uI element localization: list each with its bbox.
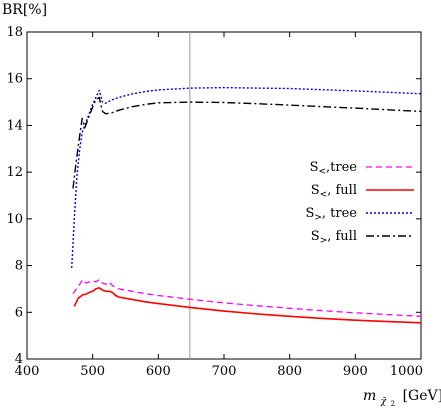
x-tick-label: 800 bbox=[277, 364, 302, 379]
plot-frame bbox=[26, 31, 422, 360]
legend-label-4: S>, full bbox=[311, 229, 357, 246]
y-tick-label: 18 bbox=[6, 25, 23, 40]
axis-ticks bbox=[26, 31, 422, 360]
legend-rest: , tree bbox=[322, 206, 357, 221]
series-line-4 bbox=[72, 96, 422, 189]
legend-label-3: S>, tree bbox=[305, 206, 357, 223]
legend-main: S bbox=[305, 206, 314, 221]
legend-label-2: S<, full bbox=[311, 183, 357, 200]
x-tick-label: 400 bbox=[15, 364, 40, 379]
axis-tick-labels: 400 500 600 700 800 900 1000 4 6 8 10 12 14 16 18 bbox=[6, 25, 423, 379]
x-tick-label: 600 bbox=[146, 364, 171, 379]
x-axis-title-subsub: 2 bbox=[391, 400, 395, 408]
x-tick-label: 700 bbox=[212, 364, 237, 379]
legend-label-1: S<,tree bbox=[310, 160, 358, 177]
y-tick-label: 16 bbox=[6, 72, 23, 87]
x-axis-title-main: m bbox=[363, 388, 376, 404]
series-lines bbox=[71, 86, 422, 324]
legend-sub: < bbox=[318, 167, 326, 177]
x-axis-title: m χ̃ 2 [GeV] bbox=[363, 388, 441, 409]
y-tick-label: 8 bbox=[15, 259, 23, 274]
y-tick-label: 14 bbox=[6, 118, 23, 133]
y-tick-label: 4 bbox=[15, 352, 23, 367]
series-line-1 bbox=[72, 278, 422, 317]
y-tick-label: 12 bbox=[6, 165, 23, 180]
x-tick-label: 900 bbox=[343, 364, 368, 379]
legend-rest: , full bbox=[327, 183, 357, 198]
legend-sub: > bbox=[320, 236, 328, 246]
y-tick-label: 6 bbox=[15, 305, 23, 320]
legend-sub: < bbox=[320, 190, 328, 200]
x-axis-title-unit: [GeV] bbox=[403, 388, 441, 404]
series-line-2 bbox=[73, 286, 422, 324]
legend-sub: > bbox=[314, 213, 322, 223]
legend-main: S bbox=[310, 160, 319, 175]
x-axis-title-sub: χ̃ bbox=[380, 396, 387, 407]
series-line-3 bbox=[71, 86, 422, 268]
x-tick-label: 500 bbox=[80, 364, 105, 379]
y-axis-title: BR[%] bbox=[2, 2, 47, 18]
legend-rest: ,tree bbox=[326, 160, 357, 175]
legend-main: S bbox=[311, 183, 320, 198]
legend-rest: , full bbox=[327, 229, 357, 244]
y-tick-label: 10 bbox=[6, 212, 23, 227]
legend-main: S bbox=[311, 229, 320, 244]
x-tick-label: 1000 bbox=[390, 364, 423, 379]
